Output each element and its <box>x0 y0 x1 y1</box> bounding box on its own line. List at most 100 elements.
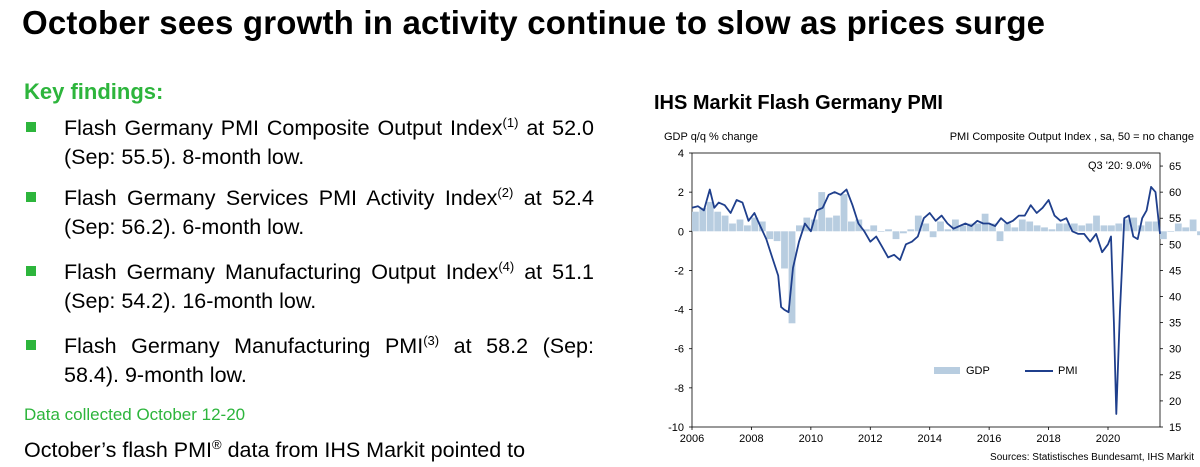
gdp-bar <box>944 229 952 232</box>
gdp-bar <box>1115 223 1123 232</box>
gdp-bar <box>870 225 878 232</box>
gdp-bar <box>729 223 736 232</box>
gdp-bar <box>751 217 759 232</box>
legend-pmi-label: PMI <box>1058 365 1078 377</box>
left-axis-label: GDP q/q % change <box>664 131 758 143</box>
gdp-bar <box>766 231 774 240</box>
gdp-bar <box>1137 225 1145 232</box>
gdp-bar <box>959 225 967 232</box>
left-tick-label: 0 <box>678 226 684 238</box>
gdp-bar <box>900 231 907 234</box>
gdp-bar <box>929 231 937 238</box>
x-tick-label: 2016 <box>977 433 1001 445</box>
gdp-bar <box>914 215 922 232</box>
x-tick-label: 2008 <box>739 433 763 445</box>
gdp-bar <box>796 225 803 232</box>
x-tick-label: 2020 <box>1096 433 1120 445</box>
gdp-bar <box>966 223 974 232</box>
left-tick-label: -8 <box>674 383 684 395</box>
x-tick-label: 2018 <box>1036 433 1060 445</box>
gdp-bar <box>1018 219 1026 232</box>
x-tick-label: 2010 <box>799 433 823 445</box>
gdp-bars <box>692 192 1200 324</box>
gdp-bar <box>989 223 996 232</box>
finding-text: Flash Germany Manufacturing PMI(3) at 58… <box>64 332 594 387</box>
right-tick-label: 45 <box>1169 265 1181 277</box>
left-tick-label: 4 <box>678 148 684 160</box>
gdp-bar <box>1130 217 1138 232</box>
finding-text: Flash Germany Manufacturing Output Index… <box>64 258 594 313</box>
right-tick-label: 55 <box>1169 213 1181 225</box>
gdp-bar <box>706 201 714 232</box>
legend-gdp-label: GDP <box>966 365 990 377</box>
gdp-bar <box>692 211 699 232</box>
pmi-line <box>691 186 1161 415</box>
bullet-square-icon <box>26 192 36 202</box>
chart-legend: GDP PMI <box>934 365 1078 377</box>
bullet-square-icon <box>26 266 36 276</box>
gdp-bar <box>1093 215 1100 232</box>
chart-axes: 420-2-4-6-8-1065605550454035302520152006… <box>668 148 1181 445</box>
right-tick-label: 15 <box>1169 422 1181 434</box>
right-tick-label: 20 <box>1169 396 1181 408</box>
gdp-bar <box>922 223 930 232</box>
gdp-bar <box>885 229 892 232</box>
gdp-bar <box>833 215 840 232</box>
gdp-bar <box>1160 231 1167 240</box>
x-tick-label: 2014 <box>917 433 941 445</box>
gdp-bar <box>1145 221 1152 232</box>
gdp-bar <box>892 231 900 240</box>
plot-frame <box>691 152 1161 428</box>
bullet-square-icon <box>26 340 36 350</box>
gdp-bar <box>699 207 707 232</box>
right-tick-label: 25 <box>1169 370 1181 382</box>
finding-text: Flash Germany PMI Composite Output Index… <box>64 114 594 169</box>
page-title: October sees growth in activity continue… <box>22 4 1046 41</box>
gdp-bar <box>1063 223 1071 232</box>
gdp-bar <box>810 219 818 232</box>
gdp-bar <box>907 229 915 232</box>
gdp-bar <box>877 231 885 232</box>
gdp-bar <box>1167 231 1175 232</box>
left-tick-label: -2 <box>674 265 684 277</box>
left-tick-label: -4 <box>674 305 684 317</box>
gdp-bar <box>1108 225 1115 232</box>
gdp-bar <box>1197 231 1200 236</box>
gdp-bar <box>1048 229 1056 232</box>
gdp-bar <box>1033 225 1041 232</box>
gdp-bar <box>1174 223 1182 232</box>
data-collected-note: Data collected October 12-20 <box>24 405 246 424</box>
chart-source: Sources: Statistisches Bundesamt, IHS Ma… <box>990 452 1194 463</box>
gdp-bar <box>1056 223 1063 232</box>
gdp-bar <box>758 221 766 232</box>
gdp-bar <box>803 217 811 232</box>
gdp-bar <box>848 221 855 232</box>
gdp-bar <box>974 223 982 232</box>
gdp-bar <box>1189 219 1197 232</box>
gdp-bar <box>1070 223 1078 232</box>
chart-annotation: Q3 '20: 9.0% <box>1088 160 1151 172</box>
x-tick-label: 2006 <box>680 433 704 445</box>
gdp-bar <box>937 221 944 232</box>
right-axis-label: PMI Composite Output Index , sa, 50 = no… <box>950 131 1194 143</box>
gdp-bar <box>862 229 870 232</box>
right-tick-label: 50 <box>1169 239 1181 251</box>
gdp-bar <box>825 217 833 232</box>
x-tick-label: 2012 <box>858 433 882 445</box>
chart-title: IHS Markit Flash Germany PMI <box>654 92 943 114</box>
gdp-bar <box>781 231 788 269</box>
gdp-bar <box>1041 227 1048 232</box>
right-tick-label: 35 <box>1169 318 1181 330</box>
gdp-bar <box>714 211 722 232</box>
legend-gdp-swatch <box>934 367 960 374</box>
bullet-square-icon <box>26 122 36 132</box>
gdp-bar <box>1182 227 1190 232</box>
right-tick-label: 40 <box>1169 292 1181 304</box>
gdp-bar <box>1122 219 1130 232</box>
right-tick-label: 60 <box>1169 187 1181 199</box>
gdp-bar <box>1085 223 1093 232</box>
gdp-bar <box>1026 221 1034 232</box>
gdp-bar <box>840 194 848 232</box>
gdp-bar <box>996 231 1004 242</box>
